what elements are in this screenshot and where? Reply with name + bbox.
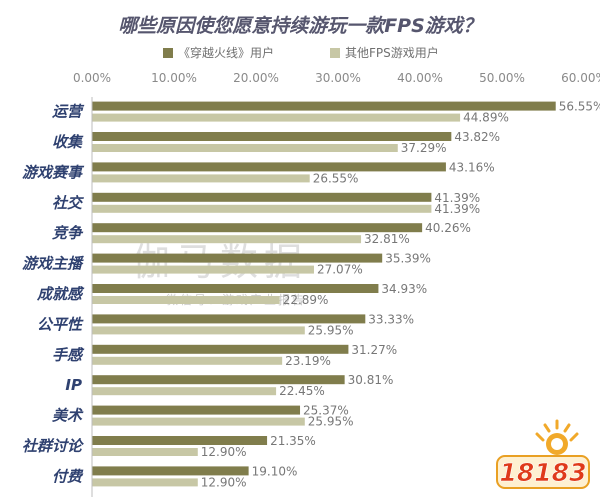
bar-cf-users (92, 466, 249, 476)
x-tick-label: 20.00% (233, 71, 279, 85)
value-label-other: 22.45% (279, 384, 325, 398)
category-label: 竞争 (52, 224, 84, 242)
category-label: 游戏赛事 (22, 163, 85, 181)
category-label: IP (65, 376, 82, 394)
bar-cf-users (92, 284, 379, 293)
bar-other-fps-users (92, 448, 198, 456)
category-label: 美术 (52, 407, 84, 425)
category-label: 社群讨论 (22, 437, 84, 455)
bar-cf-users (92, 405, 301, 415)
value-label-other: 41.39% (434, 202, 480, 216)
value-label-other: 23.19% (285, 354, 331, 368)
value-label-cf: 43.16% (449, 160, 495, 174)
bar-cf-users (92, 132, 452, 141)
value-label-other: 44.89% (463, 111, 509, 125)
category-label: 成就感 (36, 285, 85, 303)
value-label-cf: 25.37% (303, 404, 349, 418)
value-label-cf: 40.26% (425, 221, 471, 235)
value-label-cf: 43.82% (454, 130, 500, 144)
value-label-cf: 35.39% (385, 252, 431, 266)
bar-other-fps-users (92, 356, 283, 365)
chart-title: 哪些原因使您愿意持续游玩一款FPS游戏？ (118, 15, 482, 37)
x-tick-label: 40.00% (397, 71, 443, 85)
bar-cf-users (92, 375, 345, 385)
bar-cf-users (92, 436, 268, 445)
value-label-other: 25.95% (308, 415, 354, 429)
value-label-other: 27.07% (317, 263, 363, 277)
category-label: 运营 (52, 103, 85, 121)
legend-swatch-cf (163, 48, 173, 58)
value-label-other: 22.89% (283, 293, 329, 307)
category-label: 社交 (52, 194, 84, 212)
legend-label-cf: 《穿越火线》用户 (178, 45, 274, 60)
bar-cf-users (92, 192, 432, 202)
x-axis-ticks: 0.00% 10.00% 20.00% 30.00% 40.00% 50.00% 60.00… (73, 71, 600, 85)
legend-swatch-other (330, 48, 340, 58)
bar-other-fps-users (92, 326, 305, 335)
category-label: 公平性 (37, 315, 84, 333)
bar-cf-users (92, 253, 383, 263)
value-label-other: 26.55% (313, 171, 359, 185)
bar-cf-users (92, 344, 349, 354)
category-label: 手感 (52, 346, 85, 364)
bar-cf-users (92, 101, 556, 111)
value-label-other: 25.95% (308, 323, 354, 337)
bar-cf-users (92, 223, 423, 233)
sun-icon (535, 419, 579, 455)
value-labels: 56.55% 44.89% 43.82% 37.29%43.16% 26.55% 41.3… (201, 100, 600, 490)
legend-label-other: 其他FPS游戏用户 (345, 45, 439, 60)
value-label-cf: 34.93% (381, 282, 427, 296)
value-label-cf: 30.81% (348, 373, 394, 387)
bar-other-fps-users (92, 417, 305, 426)
value-label-cf: 33.33% (368, 312, 414, 326)
logo-text: 18183 (500, 458, 587, 487)
bar-other-fps-users (92, 113, 461, 122)
value-label-other: 32.81% (364, 232, 410, 246)
legend: 《穿越火线》用户 其他FPS游戏用户 (163, 45, 439, 60)
x-tick-label: 30.00% (315, 71, 361, 85)
category-label: 付费 (52, 467, 84, 485)
bar-other-fps-users (92, 387, 277, 396)
x-tick-label: 10.00% (151, 71, 197, 85)
value-label-other: 12.90% (201, 445, 247, 459)
bar-cf-users (92, 314, 366, 324)
value-label-other: 12.90% (201, 475, 247, 489)
value-label-cf: 31.27% (351, 343, 397, 357)
value-label-other: 37.29% (401, 141, 447, 155)
bar-other-fps-users (92, 174, 310, 183)
bar-other-fps-users (92, 235, 362, 244)
value-label-cf: 19.10% (252, 464, 298, 478)
bar-other-fps-users (92, 144, 398, 152)
logo: 18183 (496, 419, 590, 489)
category-label: 游戏主播 (22, 255, 84, 273)
bars (92, 101, 556, 487)
x-tick-label: 60.00% (561, 71, 600, 85)
x-tick-label: 0.00% (73, 71, 111, 85)
bar-other-fps-users (92, 296, 280, 304)
value-label-cf: 21.35% (270, 434, 316, 448)
category-label: 收集 (52, 133, 84, 151)
bar-other-fps-users (92, 478, 198, 487)
x-tick-label: 50.00% (479, 71, 525, 85)
bar-other-fps-users (92, 265, 314, 274)
value-label-cf: 56.55% (559, 100, 600, 114)
value-label-cf: 41.39% (434, 191, 480, 205)
bar-cf-users (92, 162, 446, 172)
bar-other-fps-users (92, 204, 432, 213)
